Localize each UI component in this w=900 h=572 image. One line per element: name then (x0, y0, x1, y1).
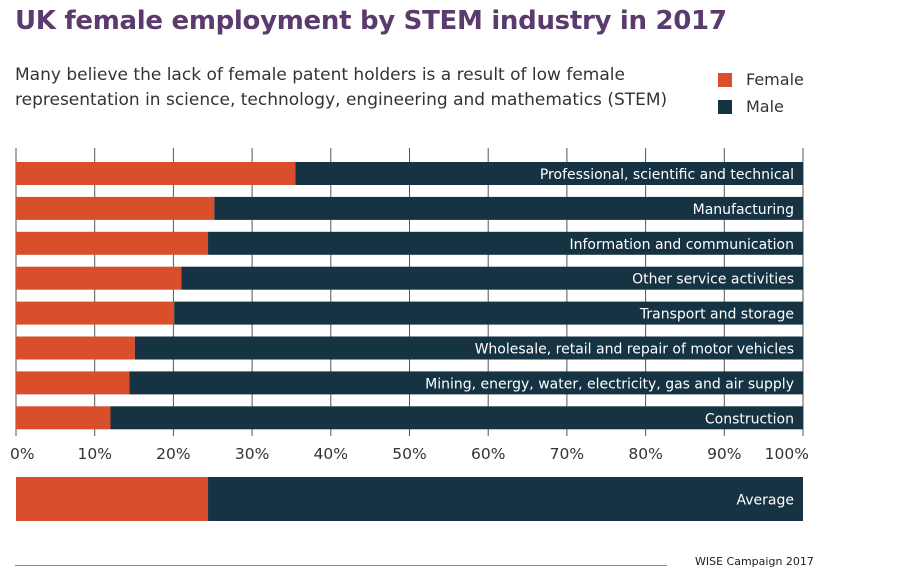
chart-subtitle: Many believe the lack of female patent h… (15, 65, 668, 110)
bar-female-professional-scientific-and-technical (16, 162, 296, 185)
category-label-construction: Construction (705, 411, 794, 427)
bar-male-construction (110, 406, 803, 430)
legend-label-female: Female (746, 70, 804, 89)
legend-swatch-female (718, 72, 732, 87)
legend-item-female: Female (718, 66, 804, 93)
x-tick-label: 30% (235, 445, 269, 463)
source-note: WISE Campaign 2017 (695, 555, 814, 568)
bar-male-mining-energy-water-electricity-gas-and-air-supply (129, 371, 803, 395)
bar-female-construction (16, 406, 111, 430)
category-label-professional-scientific-and-technical: Professional, scientific and technical (540, 167, 794, 183)
x-tick-label: 50% (392, 445, 426, 463)
category-label-average: Average (737, 493, 795, 509)
category-label-manufacturing: Manufacturing (693, 202, 794, 218)
category-label-information-and-communication: Information and communication (569, 237, 794, 253)
chart-title: UK female employment by STEM industry in… (15, 6, 727, 36)
legend-label-male: Male (746, 97, 784, 116)
bar-male-manufacturing (214, 196, 804, 220)
x-tick-label: 80% (628, 445, 662, 463)
bar-male-wholesale-retail-and-repair-of-motor-vehicles (134, 336, 803, 360)
bar-male-transport-and-storage (174, 301, 803, 325)
x-tick-label: 60% (471, 445, 505, 463)
bar-female-other-service-activities (16, 266, 182, 290)
bar-female-manufacturing (16, 196, 215, 220)
footer-divider (15, 565, 667, 566)
x-tick-label: 40% (314, 445, 348, 463)
bar-female-mining-energy-water-electricity-gas-and-air-supply (16, 371, 130, 395)
legend-item-male: Male (718, 93, 804, 120)
x-tick-label: 10% (77, 445, 111, 463)
bar-female-wholesale-retail-and-repair-of-motor-vehicles (16, 336, 135, 360)
bar-female-average (16, 477, 209, 521)
bar-female-transport-and-storage (16, 301, 175, 325)
x-tick-label: 20% (156, 445, 190, 463)
category-label-other-service-activities: Other service activities (632, 272, 794, 288)
bar-male-information-and-communication (208, 231, 803, 255)
x-tick-label: 100% (765, 445, 809, 463)
category-label-transport-and-storage: Transport and storage (639, 307, 794, 323)
category-label-wholesale-retail-and-repair-of-motor-vehicles: Wholesale, retail and repair of motor ve… (475, 342, 794, 358)
x-tick-label: 70% (550, 445, 584, 463)
category-label-mining-energy-water-electricity-gas-and-air-supply: Mining, energy, water, electricity, gas … (425, 376, 794, 392)
x-tick-label: 90% (707, 445, 741, 463)
legend-swatch-male (718, 99, 732, 114)
x-tick-label: 0% (10, 445, 35, 463)
bar-male-professional-scientific-and-technical (295, 162, 803, 185)
bar-male-average (208, 477, 803, 521)
bar-female-information-and-communication (16, 231, 209, 255)
legend: Female Male (718, 66, 804, 120)
bar-male-other-service-activities (181, 266, 803, 290)
